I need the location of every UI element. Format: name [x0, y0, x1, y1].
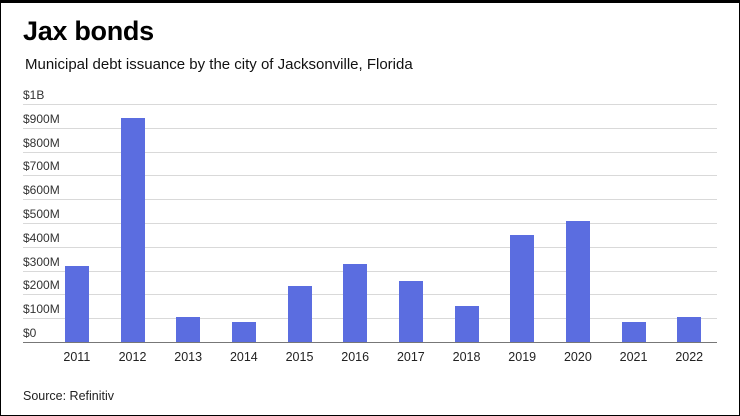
bar-2016: [343, 263, 368, 343]
bar-2012: [120, 118, 145, 343]
bar-2021: [621, 321, 646, 343]
chart-title: Jax bonds: [23, 16, 154, 46]
x-tick-label: 2019: [508, 350, 537, 365]
bar-2022: [677, 317, 702, 343]
y-tick-label: $800M: [23, 135, 60, 150]
bar-slot: [439, 104, 495, 343]
y-tick-label: $500M: [23, 207, 60, 222]
bar-2018: [454, 306, 479, 343]
x-axis: 2011 2012 2013 2014 2015 2016 2017 2018 2019 2020…: [23, 350, 717, 364]
x-tick-label: 2018: [452, 350, 481, 365]
bar-slot: [383, 104, 439, 343]
bar-slot: [160, 104, 216, 343]
bar-slot: [216, 104, 272, 343]
bar-slot: [494, 104, 550, 343]
y-tick-label: $100M: [23, 302, 60, 317]
bar-slot: [105, 104, 161, 343]
y-tick-label: $0: [23, 326, 37, 341]
x-tick-label: 2017: [396, 350, 425, 365]
x-tick-label: 2014: [229, 350, 258, 365]
bar-2014: [231, 321, 256, 343]
plot-area: $0 $100M $200M $300M $400M $500M $600M $700M $80…: [23, 89, 717, 344]
y-tick-label: $700M: [23, 159, 60, 174]
bars-layer: [23, 104, 717, 343]
y-tick-label: $400M: [23, 230, 60, 245]
y-tick-label: $200M: [23, 278, 60, 293]
bar-2011: [64, 265, 89, 343]
y-tick-label: $300M: [23, 254, 60, 269]
bar-slot: [327, 104, 383, 343]
bar-2020: [565, 220, 590, 343]
y-tick-label: $1B: [23, 88, 45, 103]
y-gridline: [23, 127, 717, 129]
bar-slot: [550, 104, 606, 343]
y-gridline: [23, 199, 717, 201]
x-tick-label: 2011: [63, 350, 91, 365]
x-tick-label: 2016: [341, 350, 370, 365]
bar-slot: [606, 104, 662, 343]
x-tick-label: 2020: [563, 350, 592, 365]
bar-slot: [661, 104, 717, 343]
y-gridline: [23, 175, 717, 177]
x-tick-label: 2015: [285, 350, 314, 365]
chart-subtitle: Municipal debt issuance by the city of J…: [25, 56, 413, 74]
bar-chart: $0 $100M $200M $300M $400M $500M $600M $700M $80…: [23, 89, 717, 364]
y-tick-label: $900M: [23, 111, 60, 126]
x-tick-label: 2013: [174, 350, 203, 365]
x-tick-label: 2012: [118, 350, 147, 365]
x-axis-baseline: [23, 342, 717, 344]
bar-2013: [176, 317, 201, 343]
bar-slot: [49, 104, 105, 343]
bar-2019: [510, 234, 535, 343]
y-gridline: [23, 223, 717, 225]
x-tick-label: 2021: [619, 350, 648, 365]
x-tick-label: 2022: [675, 350, 704, 365]
source-note: Source: Refinitiv: [23, 389, 115, 404]
bar-2017: [398, 281, 423, 343]
y-gridline: [23, 294, 717, 296]
y-tick-label: $600M: [23, 183, 60, 198]
y-gridline: [23, 104, 717, 106]
y-gridline: [23, 318, 717, 320]
bar-slot: [272, 104, 328, 343]
y-gridline: [23, 270, 717, 272]
y-gridline: [23, 246, 717, 248]
y-gridline: [23, 151, 717, 153]
bar-2015: [287, 286, 312, 343]
